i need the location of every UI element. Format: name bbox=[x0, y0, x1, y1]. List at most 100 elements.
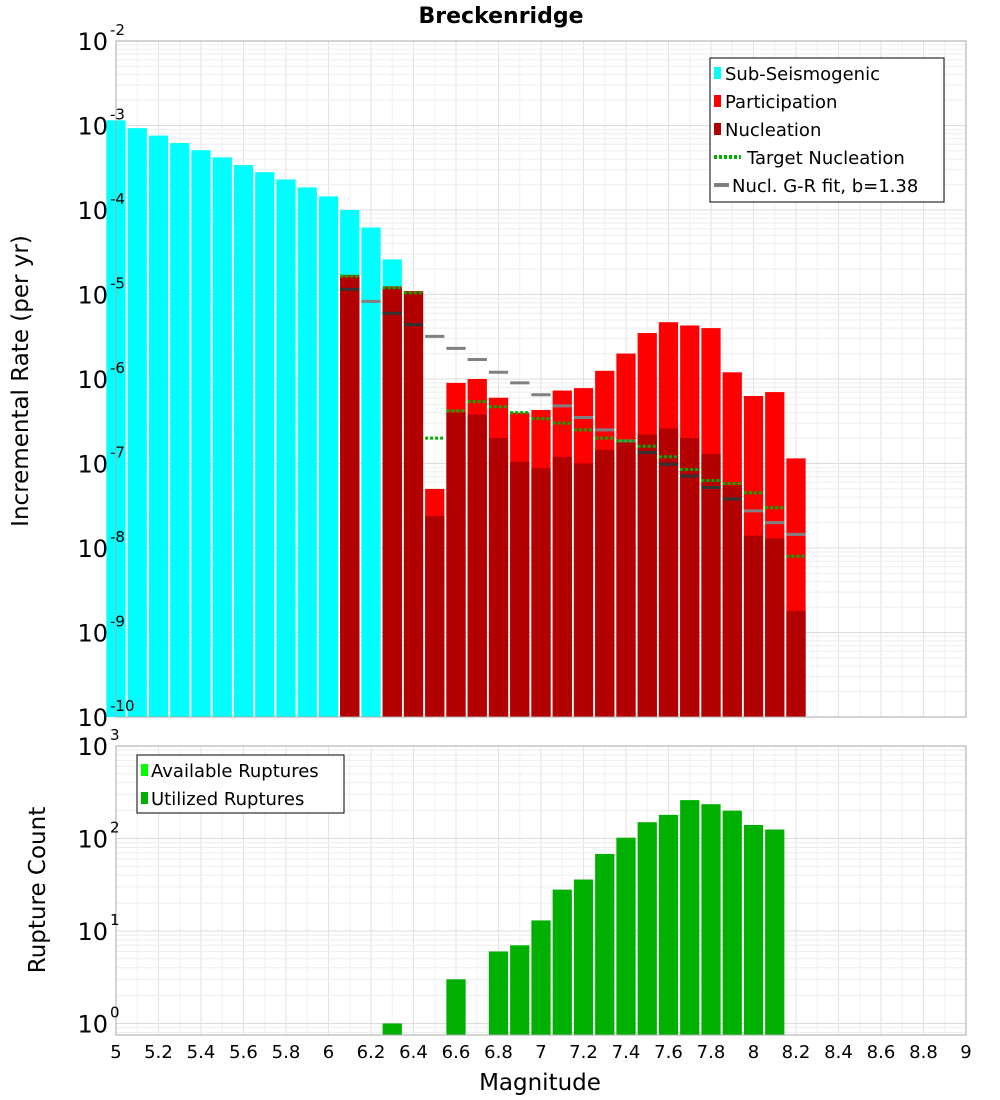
nucleation-bar bbox=[488, 438, 509, 717]
top-plot-frame bbox=[115, 40, 967, 718]
nucleation-bar bbox=[403, 292, 424, 717]
top-y-tick-exp: -6 bbox=[110, 359, 125, 377]
nucleation-bar bbox=[382, 287, 402, 717]
utilized-rupture-bar bbox=[722, 810, 742, 1035]
gr-fit-segments bbox=[340, 287, 806, 536]
legend-label-participation: Participation bbox=[725, 92, 837, 113]
top-y-tick-base: 10 bbox=[77, 704, 108, 732]
x-tick-label: 5.2 bbox=[144, 1042, 173, 1063]
top-legend: Sub-Seismogenic Participation Nucleation… bbox=[709, 57, 945, 203]
x-tick-label: 5.6 bbox=[229, 1042, 258, 1063]
bottom-y-tick-exp: 3 bbox=[110, 726, 120, 744]
legend-swatch-nucleation bbox=[714, 123, 721, 135]
sub-seismogenic-bar bbox=[318, 196, 339, 718]
x-tick-label: 7.8 bbox=[697, 1042, 726, 1063]
top-y-tick-exp: -5 bbox=[110, 275, 125, 293]
x-axis-label: Magnitude bbox=[479, 1070, 601, 1096]
x-tick-label: 9 bbox=[960, 1042, 971, 1063]
legend-swatch-utilized bbox=[141, 792, 148, 804]
x-tick-label: 8.4 bbox=[824, 1042, 853, 1063]
sub-seismogenic-bars bbox=[106, 120, 402, 718]
nucleation-bar bbox=[552, 456, 572, 717]
top-y-axis-label: Incremental Rate (per yr) bbox=[8, 235, 34, 527]
utilized-rupture-bar bbox=[552, 889, 572, 1035]
x-tick-label: 8.2 bbox=[782, 1042, 811, 1063]
sub-seismogenic-bar bbox=[255, 172, 275, 717]
nucleation-bar bbox=[425, 515, 445, 717]
bottom-y-tick-base: 10 bbox=[77, 1010, 108, 1038]
target-nucleation-segments bbox=[340, 274, 806, 558]
nucleation-bar bbox=[573, 463, 594, 717]
sub-seismogenic-bar bbox=[148, 135, 169, 717]
utilized-rupture-bar bbox=[595, 853, 615, 1035]
nucleation-bar bbox=[446, 412, 466, 717]
legend-label-gr-fit: Nucl. G-R fit, b=1.38 bbox=[732, 176, 918, 197]
bottom-y-tick-exp: 0 bbox=[110, 1003, 120, 1021]
nucleation-bar bbox=[531, 468, 551, 717]
top-y-tick-base: 10 bbox=[77, 197, 108, 225]
nucleation-bar bbox=[340, 277, 360, 717]
top-y-tick-base: 10 bbox=[77, 366, 108, 394]
utilized-rupture-bar bbox=[573, 879, 594, 1035]
bottom-y-tick-exp: 1 bbox=[110, 911, 120, 929]
sub-seismogenic-bar bbox=[127, 128, 147, 717]
nucleation-bar bbox=[765, 538, 785, 717]
top-y-tick-exp: -7 bbox=[110, 444, 125, 462]
top-y-tick-exp: -3 bbox=[110, 106, 125, 124]
nucleation-bar bbox=[786, 610, 806, 717]
utilized-rupture-bar bbox=[488, 951, 509, 1035]
utilized-rupture-bar bbox=[616, 837, 636, 1035]
legend-label-available: Available Ruptures bbox=[151, 761, 319, 782]
top-y-tick-base: 10 bbox=[77, 535, 108, 563]
x-tick-label: 5 bbox=[110, 1042, 121, 1063]
sub-seismogenic-bar bbox=[191, 150, 211, 717]
legend-label-sub-seismogenic: Sub-Seismogenic bbox=[725, 64, 880, 85]
top-y-tick-base: 10 bbox=[77, 113, 108, 141]
x-tick-label: 7.4 bbox=[612, 1042, 641, 1063]
nucleation-bar bbox=[510, 461, 530, 717]
nucleation-bar bbox=[616, 441, 636, 717]
x-tick-label: 8 bbox=[748, 1042, 759, 1063]
legend-swatch-sub-seismogenic bbox=[714, 67, 721, 79]
nucleation-bar bbox=[595, 449, 615, 717]
nucleation-bar bbox=[722, 485, 742, 717]
chart-title: Breckenridge bbox=[418, 4, 583, 29]
nucleation-bar bbox=[467, 414, 487, 717]
utilized-rupture-bar bbox=[658, 814, 679, 1035]
bottom-plot-frame bbox=[115, 745, 967, 1036]
utilized-rupture-bar bbox=[382, 1023, 402, 1035]
utilized-rupture-bar bbox=[743, 824, 764, 1035]
legend-label-utilized: Utilized Ruptures bbox=[151, 789, 304, 810]
nucleation-bars bbox=[340, 277, 806, 717]
x-tick-label: 5.8 bbox=[272, 1042, 301, 1063]
x-tick-label: 6.6 bbox=[442, 1042, 471, 1063]
nucleation-bar bbox=[701, 453, 721, 717]
bottom-legend: Available Ruptures Utilized Ruptures bbox=[136, 754, 345, 814]
sub-seismogenic-bar bbox=[212, 157, 232, 717]
x-tick-label: 7.6 bbox=[654, 1042, 683, 1063]
bottom-y-tick-base: 10 bbox=[77, 825, 108, 853]
top-y-tick-exp: -9 bbox=[110, 613, 125, 631]
utilized-rupture-bar bbox=[510, 945, 530, 1035]
sub-seismogenic-bar bbox=[233, 165, 254, 717]
sub-seismogenic-bar bbox=[361, 227, 381, 717]
utilized-rupture-bar bbox=[765, 829, 785, 1035]
x-tick-label: 5.4 bbox=[187, 1042, 216, 1063]
top-y-tick-exp: -10 bbox=[110, 697, 135, 715]
nucleation-bar bbox=[743, 535, 764, 717]
top-legend-box bbox=[709, 57, 945, 203]
utilized-rupture-bar bbox=[446, 979, 466, 1035]
nucleation-bar bbox=[637, 434, 657, 717]
x-tick-label: 7 bbox=[535, 1042, 546, 1063]
utilized-rupture-bar bbox=[637, 822, 657, 1035]
top-y-tick-base: 10 bbox=[77, 620, 108, 648]
sub-seismogenic-bar bbox=[276, 179, 296, 718]
x-tick-label: 6.2 bbox=[357, 1042, 386, 1063]
legend-swatch-participation bbox=[714, 95, 721, 107]
top-y-tick-base: 10 bbox=[77, 282, 108, 310]
sub-seismogenic-bar bbox=[297, 187, 317, 717]
